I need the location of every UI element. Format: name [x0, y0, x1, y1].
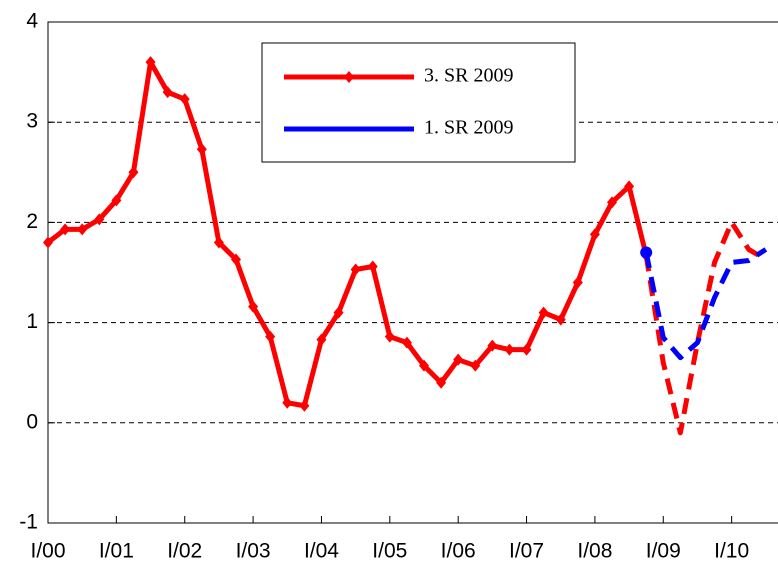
marker	[419, 359, 429, 372]
marker	[453, 353, 464, 366]
y-tick-label: 4	[26, 10, 38, 33]
legend-label: 1. SR 2009	[424, 117, 513, 139]
marker	[282, 396, 293, 409]
marker	[111, 194, 122, 207]
marker	[555, 313, 566, 326]
marker	[248, 300, 259, 313]
y-tick-label: 3	[26, 110, 38, 133]
marker	[77, 223, 88, 236]
marker	[333, 306, 344, 319]
marker	[231, 253, 241, 266]
marker	[299, 399, 310, 412]
plot-frame	[47, 21, 778, 524]
marker	[162, 86, 173, 99]
marker	[145, 56, 156, 69]
x-tick-label: I/09	[646, 540, 681, 563]
y-tick-label: 1	[26, 310, 38, 333]
x-tick-label: I/06	[441, 540, 476, 563]
legend: 3. SR 2009 1. SR 2009	[261, 42, 576, 163]
marker	[487, 339, 498, 352]
marker	[589, 228, 600, 241]
x-tick-label: I/02	[167, 540, 202, 563]
marker	[538, 306, 549, 319]
marker	[350, 263, 361, 276]
x-tick-label: I/04	[304, 540, 339, 563]
x-tick-label: I/05	[372, 540, 407, 563]
legend-box	[261, 42, 576, 163]
marker	[316, 333, 327, 346]
marker	[607, 196, 617, 209]
marker	[436, 376, 447, 389]
marker	[265, 330, 276, 343]
marker	[367, 260, 378, 273]
marker	[401, 336, 412, 349]
x-tick-label: I/10	[714, 540, 749, 563]
marker	[128, 166, 139, 179]
series-line	[643, 219, 768, 436]
marker	[521, 343, 532, 356]
series-line	[643, 247, 768, 361]
marker	[624, 180, 635, 193]
marker	[213, 236, 224, 249]
marker	[196, 143, 207, 156]
y-tick-label: 2	[26, 210, 38, 233]
y-tick-label: -1	[19, 511, 38, 534]
x-tick-label: I/08	[577, 540, 612, 563]
x-tick-label: I/00	[30, 540, 65, 563]
y-tick-label: 0	[26, 410, 38, 433]
legend-label: 3. SR 2009	[424, 65, 513, 87]
marker	[470, 359, 481, 372]
marker	[60, 223, 71, 236]
marker	[94, 213, 105, 226]
marker	[43, 236, 53, 249]
marker	[179, 93, 190, 106]
x-tick-label: I/03	[236, 540, 271, 563]
x-tick-label: I/07	[509, 540, 544, 563]
marker	[384, 330, 395, 343]
marker	[504, 343, 515, 356]
legend-marker	[344, 71, 354, 83]
marker	[640, 246, 653, 259]
x-tick-label: I/01	[99, 540, 134, 563]
marker	[572, 276, 583, 289]
